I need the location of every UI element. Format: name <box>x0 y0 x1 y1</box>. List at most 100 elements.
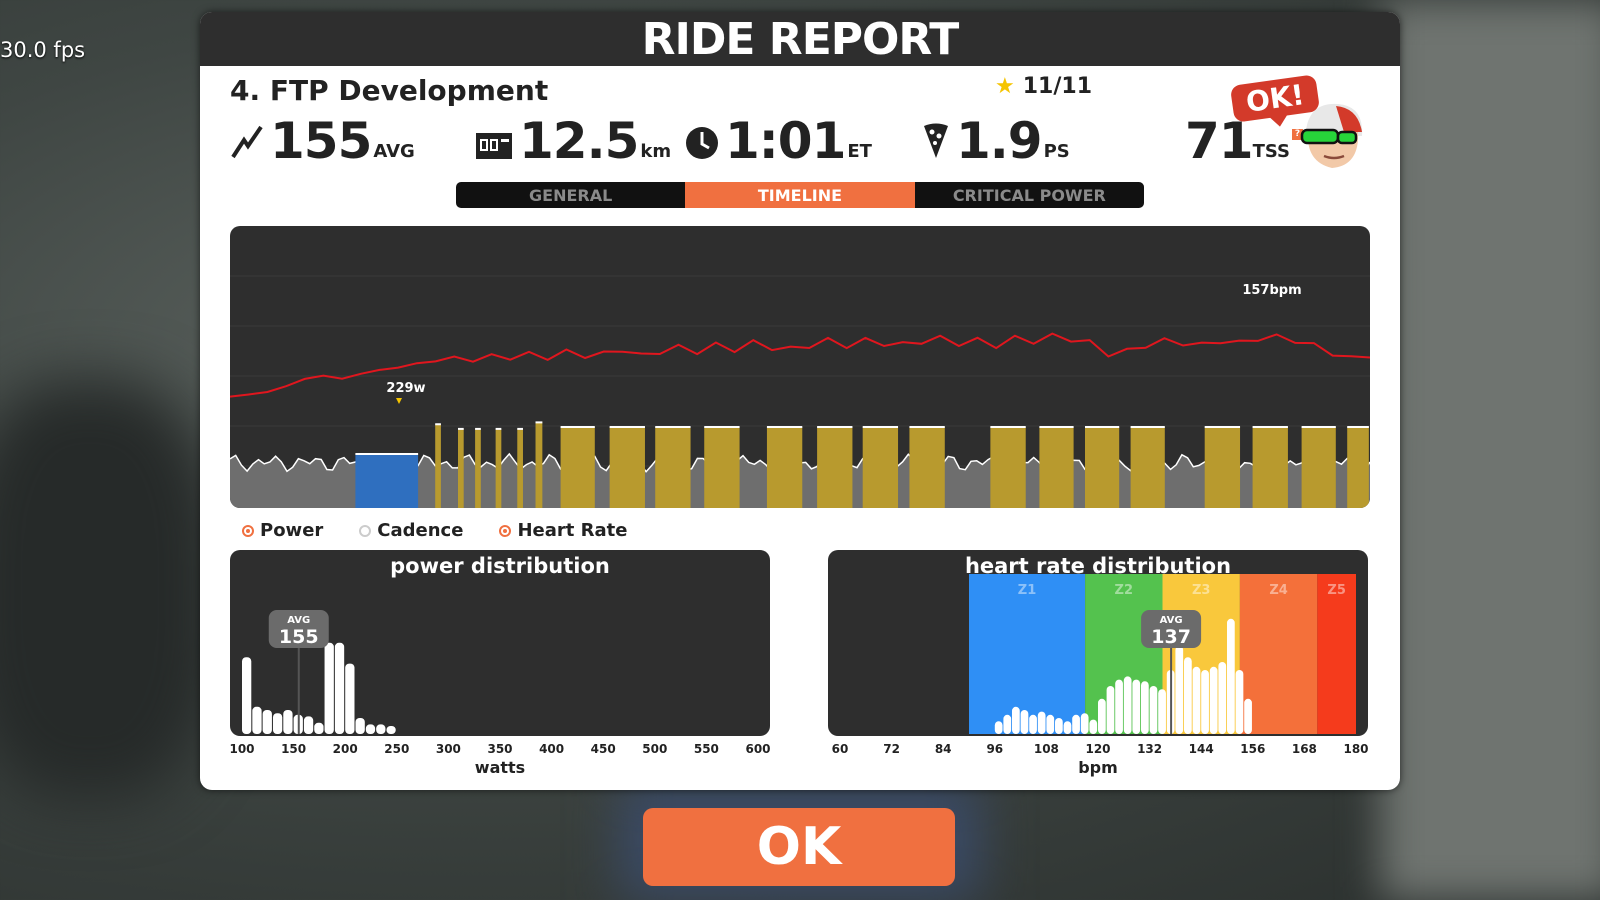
hr-zone-band <box>969 574 1086 734</box>
pizza-icon <box>924 123 948 158</box>
tss-help-icon[interactable]: ? <box>1292 129 1303 140</box>
timeline-svg: 229w 157bpm <box>230 275 1370 508</box>
tab-timeline[interactable]: TIMELINE <box>685 182 915 208</box>
power-unit: AVG <box>373 141 415 162</box>
distance-value: 12.5 <box>519 112 639 170</box>
power-interval <box>704 427 740 508</box>
power-interval <box>862 427 899 508</box>
distribution-bar <box>355 718 365 734</box>
distribution-bar <box>1184 657 1192 734</box>
avg-value: 137 <box>1151 626 1191 648</box>
stat-time: 1:01 ET <box>685 116 872 166</box>
cadence-radio-icon[interactable] <box>359 524 372 537</box>
axis-tick: 450 <box>590 742 616 756</box>
stat-distance: 12.5 km <box>475 116 671 166</box>
odometer-icon <box>476 133 512 159</box>
report-tabs: GENERAL TIMELINE CRITICAL POWER <box>456 182 1144 208</box>
chart-legend: Power Cadence Heart Rate <box>242 520 627 541</box>
power-value: 155 <box>270 112 372 170</box>
axis-tick: 500 <box>642 742 668 756</box>
power-interval <box>655 427 691 508</box>
distribution-bar <box>1209 666 1218 734</box>
distribution-bar <box>1141 681 1149 734</box>
distribution-bar <box>1227 618 1235 734</box>
distribution-bar <box>334 642 345 734</box>
avg-value: 155 <box>279 626 319 648</box>
power-interval <box>435 424 441 508</box>
power-interval <box>355 454 419 508</box>
power-interval <box>909 427 945 508</box>
distribution-bar <box>1063 721 1072 734</box>
distribution-bar <box>1175 646 1184 734</box>
axis-tick: 150 <box>281 742 307 756</box>
power-interval <box>817 427 853 508</box>
distribution-bar <box>1218 662 1227 734</box>
background-shadow <box>0 380 220 800</box>
axis-tick: 132 <box>1137 742 1163 756</box>
power-interval <box>1252 427 1288 508</box>
distribution-bar <box>1123 676 1132 734</box>
avg-label: AVG <box>287 615 310 626</box>
power-interval <box>475 428 481 508</box>
distribution-bar <box>1192 666 1201 734</box>
rider-avatar <box>1300 103 1363 168</box>
distribution-bar <box>1089 719 1098 734</box>
distribution-bar <box>345 663 355 734</box>
power-radio-icon[interactable] <box>242 524 254 537</box>
legend-heart-rate[interactable]: Heart Rate <box>499 520 627 541</box>
ride-report-panel: RIDE REPORT 4. FTP Development ★ 11/11 1… <box>200 12 1400 790</box>
distribution-bar <box>1020 710 1029 734</box>
axis-tick: 144 <box>1188 742 1214 756</box>
stars-count: ★ 11/11 <box>995 74 1092 99</box>
avg-marker-badge <box>1141 610 1202 648</box>
axis-tick: 96 <box>986 742 1004 756</box>
axis-tick: 84 <box>934 742 952 756</box>
distribution-bar <box>1132 679 1141 734</box>
tab-critical-power[interactable]: CRITICAL POWER <box>952 185 1106 205</box>
distribution-bar <box>365 724 376 734</box>
power-distribution-title: power distribution <box>390 554 610 578</box>
ok-button[interactable]: OK <box>643 808 955 886</box>
hr-zone-label: Z1 <box>1018 583 1036 598</box>
axis-tick: 168 <box>1291 742 1317 756</box>
power-interval <box>1347 427 1369 508</box>
axis-tick: 300 <box>435 742 461 756</box>
legend-cadence[interactable]: Cadence <box>359 520 463 541</box>
tab-general[interactable]: GENERAL <box>529 185 613 205</box>
distribution-bar <box>994 721 1003 734</box>
power-interval <box>990 427 1026 508</box>
axis-tick: 72 <box>883 742 900 756</box>
axis-tick: 120 <box>1085 742 1111 756</box>
distribution-bar <box>1072 714 1080 734</box>
axis-tick: 100 <box>229 742 255 756</box>
axis-tick: 400 <box>539 742 565 756</box>
hr-zone-band <box>1317 574 1356 734</box>
distribution-bar <box>324 642 334 734</box>
heart-rate-radio-icon[interactable] <box>499 524 512 537</box>
power-interval <box>458 428 464 508</box>
axis-tick: 350 <box>487 742 513 756</box>
tss-value: 71 <box>1185 112 1254 170</box>
legend-heart-rate-label: Heart Rate <box>517 520 628 541</box>
axis-tick: 156 <box>1240 742 1266 756</box>
distribution-bar <box>1098 698 1106 734</box>
power-interval <box>1301 427 1336 508</box>
legend-power[interactable]: Power <box>242 520 323 541</box>
distribution-bar <box>1080 713 1089 734</box>
hr-distribution-chart: Z1 Z2 Z3 Z4 Z5 AVG 137 heart rate distribution <box>828 550 1368 736</box>
distribution-bar <box>242 657 252 734</box>
axis-tick: 108 <box>1033 742 1059 756</box>
axis-tick: 250 <box>384 742 410 756</box>
distribution-bar <box>1244 698 1252 734</box>
power-bolt-icon <box>231 125 263 159</box>
power-distribution-chart: power distribution AVG 155 <box>230 550 770 736</box>
distribution-bar <box>262 710 272 734</box>
axis-tick: 200 <box>332 742 358 756</box>
hr-axis-label: bpm <box>1078 758 1118 777</box>
power-interval <box>1204 427 1241 508</box>
power-interval <box>1130 427 1165 508</box>
power-interval <box>495 428 502 508</box>
hr-peak-label: 157bpm <box>1242 283 1301 298</box>
power-interval <box>766 427 803 508</box>
